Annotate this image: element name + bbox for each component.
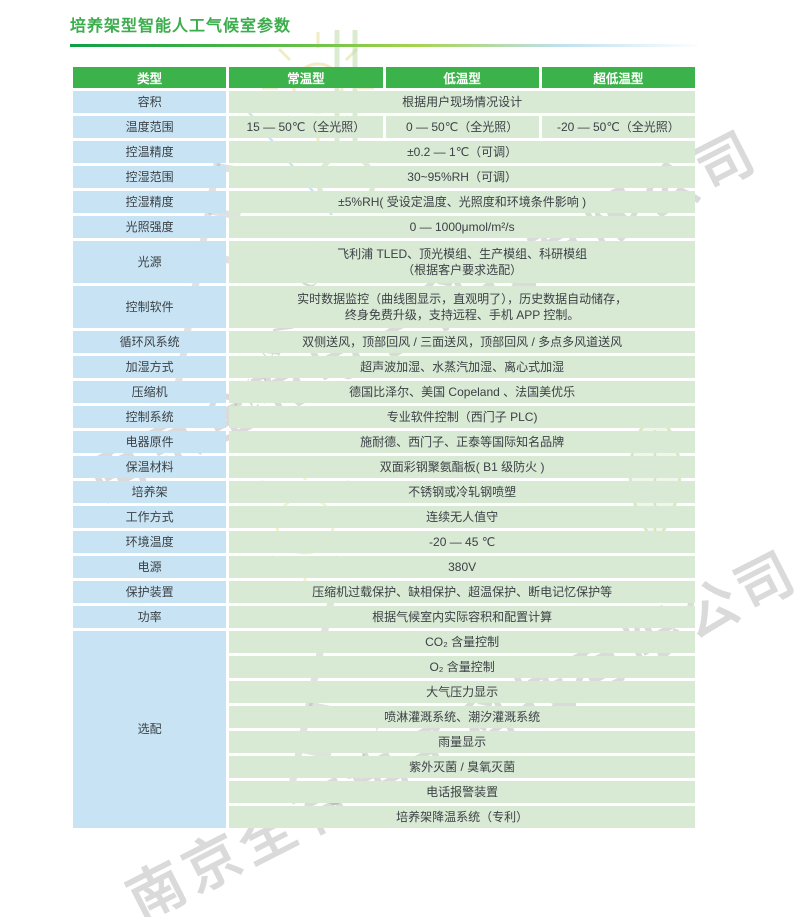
table-row: 电话报警装置 xyxy=(73,781,695,803)
table-row: 选配 CO₂ 含量控制 xyxy=(73,631,695,828)
value-line: 终身免费升级，支持远程、手机 APP 控制。 xyxy=(344,308,580,322)
spec-table: 类型 常温型 低温型 超低温型 容积 根据用户现场情况设计 温度范围 15 — … xyxy=(70,64,698,831)
row-label: 加湿方式 xyxy=(73,356,227,378)
row-value: ±0.2 — 1℃（可调） xyxy=(229,141,695,163)
option-value: O₂ 含量控制 xyxy=(229,656,695,678)
row-label: 循环风系统 xyxy=(73,331,227,353)
option-value: 雨量显示 xyxy=(229,731,695,753)
title-divider xyxy=(70,44,698,47)
row-label: 保护装置 xyxy=(73,581,227,603)
header-row: 类型 常温型 低温型 超低温型 xyxy=(73,67,695,88)
table-row: 控湿精度 ±5%RH( 受设定温度、光照度和环境条件影响 ) xyxy=(73,191,695,213)
row-label: 工作方式 xyxy=(73,506,227,528)
table-row: 电器原件 施耐德、西门子、正泰等国际知名品牌 xyxy=(73,431,695,453)
row-value: ±5%RH( 受设定温度、光照度和环境条件影响 ) xyxy=(229,191,695,213)
row-value: 30~95%RH（可调） xyxy=(229,166,695,188)
row-label: 压缩机 xyxy=(73,381,227,403)
value-line: （根据客户要求选配） xyxy=(402,263,523,277)
table-row: 光源 飞利浦 TLED、顶光模组、生产模组、科研模组 （根据客户要求选配） xyxy=(73,241,695,283)
row-value: 连续无人值守 xyxy=(229,506,695,528)
table-row: 压缩机 德国比泽尔、美国 Copeland 、法国美优乐 xyxy=(73,381,695,403)
row-value: 专业软件控制（西门子 PLC) xyxy=(229,406,695,428)
table-row: 喷淋灌溉系统、潮汐灌溉系统 xyxy=(73,706,695,728)
option-value: CO₂ 含量控制 xyxy=(229,631,695,653)
row-value: 0 — 50℃（全光照） xyxy=(385,116,539,138)
table-row: 容积 根据用户现场情况设计 xyxy=(73,91,695,113)
row-value: 根据用户现场情况设计 xyxy=(229,91,695,113)
table-row: 控制软件 实时数据监控（曲线图显示，直观明了），历史数据自动储存， 终身免费升级… xyxy=(73,286,695,328)
row-label: 功率 xyxy=(73,606,227,628)
row-value: 实时数据监控（曲线图显示，直观明了），历史数据自动储存， 终身免费升级，支持远程… xyxy=(229,286,695,328)
row-label: 控湿精度 xyxy=(73,191,227,213)
table-row: 循环风系统 双侧送风，顶部回风 / 三面送风，顶部回风 / 多点多风道送风 xyxy=(73,331,695,353)
table-row: 环境温度 -20 — 45 ℃ xyxy=(73,531,695,553)
row-value: 双侧送风，顶部回风 / 三面送风，顶部回风 / 多点多风道送风 xyxy=(229,331,695,353)
row-label: 培养架 xyxy=(73,481,227,503)
col-header-ultralow: 超低温型 xyxy=(541,67,695,88)
row-label: 温度范围 xyxy=(73,116,227,138)
row-value: 德国比泽尔、美国 Copeland 、法国美优乐 xyxy=(229,381,695,403)
table-row: 光照强度 0 — 1000μmol/m²/s xyxy=(73,216,695,238)
row-value: 15 — 50℃（全光照） xyxy=(229,116,383,138)
value-line: 飞利浦 TLED、顶光模组、生产模组、科研模组 xyxy=(337,246,588,261)
table-row: 工作方式 连续无人值守 xyxy=(73,506,695,528)
row-label: 控制系统 xyxy=(73,406,227,428)
option-value: 喷淋灌溉系统、潮汐灌溉系统 xyxy=(229,706,695,728)
row-label: 保温材料 xyxy=(73,456,227,478)
table-row: 功率 根据气候室内实际容积和配置计算 xyxy=(73,606,695,628)
table-row: 大气压力显示 xyxy=(73,681,695,703)
table-row: 控温精度 ±0.2 — 1℃（可调） xyxy=(73,141,695,163)
row-value: 双面彩钢聚氨酯板( B1 级防火 ) xyxy=(229,456,695,478)
table-row: 控制系统 专业软件控制（西门子 PLC) xyxy=(73,406,695,428)
row-value: 不锈钢或冷轧钢喷塑 xyxy=(229,481,695,503)
row-value: 超声波加湿、水蒸汽加湿、离心式加湿 xyxy=(229,356,695,378)
page-title: 培养架型智能人工气候室参数 xyxy=(70,18,292,35)
row-label: 控湿范围 xyxy=(73,166,227,188)
table-row: 控湿范围 30~95%RH（可调） xyxy=(73,166,695,188)
table-row: 电源 380V xyxy=(73,556,695,578)
table-row: O₂ 含量控制 xyxy=(73,656,695,678)
row-label: 电源 xyxy=(73,556,227,578)
table-row: 紫外灭菌 / 臭氧灭菌 xyxy=(73,756,695,778)
option-value: 电话报警装置 xyxy=(229,781,695,803)
row-value: -20 — 50℃（全光照） xyxy=(541,116,695,138)
option-value: 紫外灭菌 / 臭氧灭菌 xyxy=(229,756,695,778)
table-row: 培养架降温系统（专利） xyxy=(73,806,695,828)
table-row: 保温材料 双面彩钢聚氨酯板( B1 级防火 ) xyxy=(73,456,695,478)
row-label-optional: 选配 xyxy=(73,631,227,828)
row-label: 环境温度 xyxy=(73,531,227,553)
row-value: 飞利浦 TLED、顶光模组、生产模组、科研模组 （根据客户要求选配） xyxy=(229,241,695,283)
row-value: 根据气候室内实际容积和配置计算 xyxy=(229,606,695,628)
row-label: 控制软件 xyxy=(73,286,227,328)
row-label: 容积 xyxy=(73,91,227,113)
col-header-low: 低温型 xyxy=(385,67,539,88)
row-value: 压缩机过载保护、缺相保护、超温保护、断电记忆保护等 xyxy=(229,581,695,603)
table-row: 培养架 不锈钢或冷轧钢喷塑 xyxy=(73,481,695,503)
col-header-type: 类型 xyxy=(73,67,227,88)
row-value: 380V xyxy=(229,556,695,578)
option-value: 大气压力显示 xyxy=(229,681,695,703)
row-value: 施耐德、西门子、正泰等国际知名品牌 xyxy=(229,431,695,453)
row-label: 光源 xyxy=(73,241,227,283)
row-label: 控温精度 xyxy=(73,141,227,163)
row-value: 0 — 1000μmol/m²/s xyxy=(229,216,695,238)
col-header-normal: 常温型 xyxy=(229,67,383,88)
option-value: 培养架降温系统（专利） xyxy=(229,806,695,828)
row-label: 光照强度 xyxy=(73,216,227,238)
table-row: 保护装置 压缩机过载保护、缺相保护、超温保护、断电记忆保护等 xyxy=(73,581,695,603)
table-row: 温度范围 15 — 50℃（全光照） 0 — 50℃（全光照） -20 — 50… xyxy=(73,116,695,138)
row-value: -20 — 45 ℃ xyxy=(229,531,695,553)
table-row: 雨量显示 xyxy=(73,731,695,753)
table-row: 加湿方式 超声波加湿、水蒸汽加湿、离心式加湿 xyxy=(73,356,695,378)
value-line: 实时数据监控（曲线图显示，直观明了），历史数据自动储存， xyxy=(297,291,628,306)
row-label: 电器原件 xyxy=(73,431,227,453)
